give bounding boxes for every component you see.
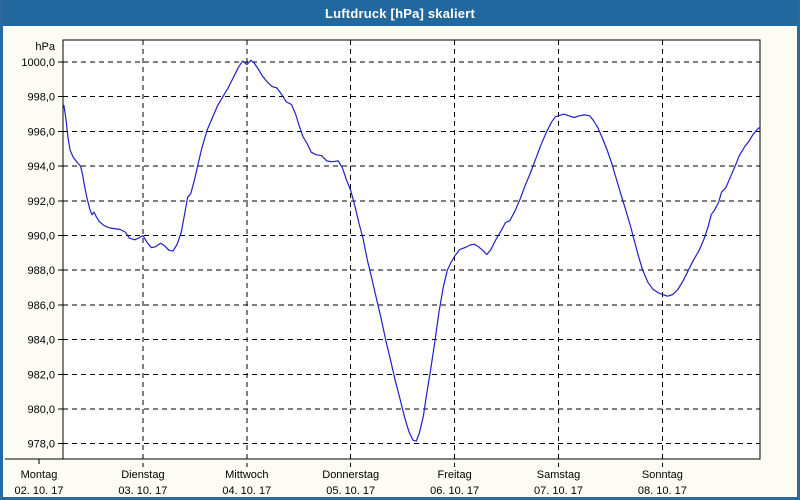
x-date-label: 02. 10. 17 <box>15 485 64 497</box>
x-date-label: 08. 10. 17 <box>638 485 687 497</box>
x-day-label: Sonntag <box>642 469 683 481</box>
y-tick-label: 998,0 <box>27 92 55 104</box>
y-axis-unit-label: hPa <box>35 41 55 53</box>
y-tick-label: 988,0 <box>27 265 55 277</box>
x-date-label: 03. 10. 17 <box>118 485 167 497</box>
x-day-label: Mittwoch <box>225 469 268 481</box>
pressure-series-line <box>63 59 761 442</box>
y-tick-label: 996,0 <box>27 126 55 138</box>
x-day-label: Montag <box>21 469 58 481</box>
window-title: Luftdruck [hPa] skaliert <box>325 5 475 21</box>
y-tick-label: 986,0 <box>27 300 55 312</box>
plot-area <box>63 40 760 459</box>
x-day-label: Samstag <box>537 469 580 481</box>
y-tick-label: 980,0 <box>27 404 55 416</box>
y-tick-label: 984,0 <box>27 335 55 347</box>
x-day-label: Donnerstag <box>322 469 379 481</box>
window-titlebar: Luftdruck [hPa] skaliert <box>0 0 800 26</box>
y-tick-label: 1000,0 <box>21 57 55 69</box>
y-tick-label: 978,0 <box>27 439 55 451</box>
y-tick-label: 992,0 <box>27 196 55 208</box>
plot-frame <box>62 39 761 460</box>
x-day-label: Freitag <box>437 469 471 481</box>
x-date-label: 04. 10. 17 <box>222 485 271 497</box>
x-date-label: 06. 10. 17 <box>430 485 479 497</box>
x-day-label: Dienstag <box>121 469 164 481</box>
y-tick-label: 982,0 <box>27 369 55 381</box>
y-tick-label: 994,0 <box>27 161 55 173</box>
x-date-label: 05. 10. 17 <box>326 485 375 497</box>
y-tick-label: 990,0 <box>27 231 55 243</box>
x-date-label: 07. 10. 17 <box>534 485 583 497</box>
